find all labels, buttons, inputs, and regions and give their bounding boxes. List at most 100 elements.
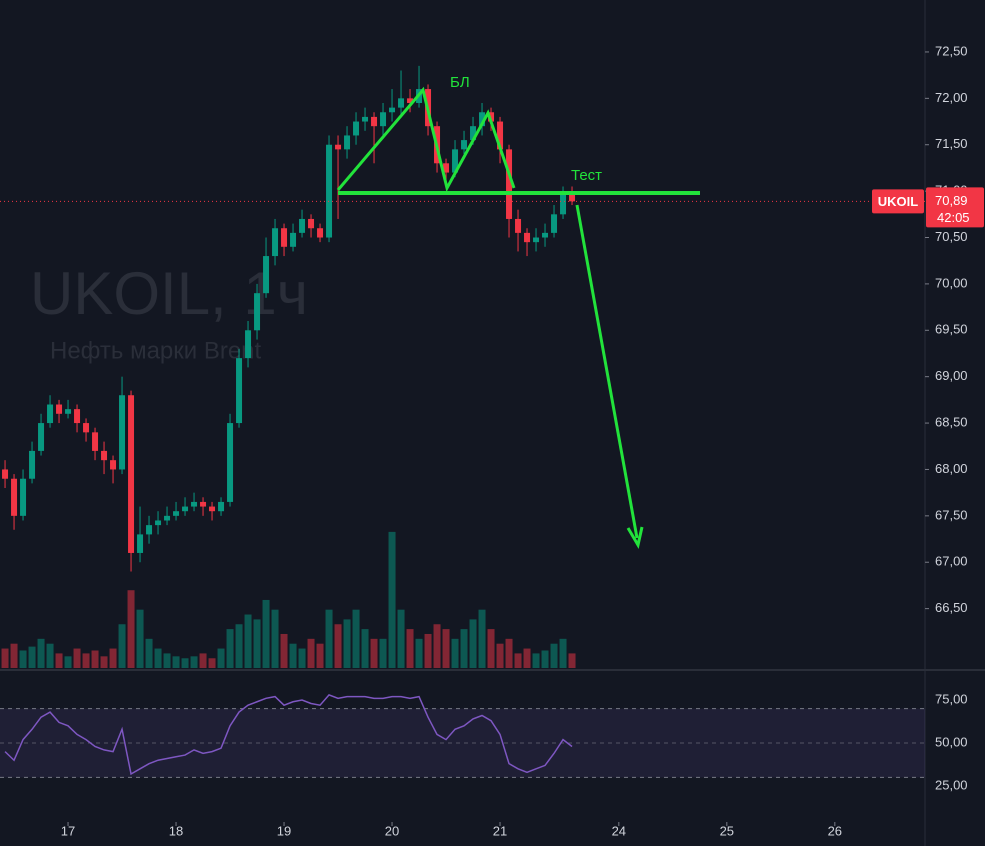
volume-bar [55,653,63,668]
candle-body [569,191,576,202]
last-price-label: 70,89 [935,193,968,208]
candle-body [38,423,45,451]
candle-body [524,232,531,243]
candle-body [533,237,540,243]
volume-bar [460,629,468,668]
candle-body [290,232,297,247]
volume-bar [28,646,36,668]
candle-body [389,107,396,113]
volume-layer [1,531,576,668]
candle-body [398,98,405,108]
x-tick-label: 17 [61,823,75,838]
volume-bar [451,638,459,668]
symbol-label: UKOIL [878,194,919,209]
volume-bar [442,629,450,668]
arrow-head [626,526,644,550]
volume-bar [487,629,495,668]
arrow [575,204,639,539]
y-tick-label: 68,00 [935,461,968,476]
x-tick-label: 21 [493,823,507,838]
volume-bar [253,619,261,668]
y-tick-label: 67,50 [935,507,968,522]
volume-bar [136,609,144,668]
volume-bar [523,648,531,668]
candle-body [470,126,477,141]
candle-body [371,116,378,127]
candle-body [155,520,162,526]
volume-bar [172,656,180,668]
volume-bar [244,614,252,668]
x-tick-label: 25 [720,823,734,838]
volume-bar [235,624,243,668]
volume-bar [478,609,486,668]
candle-body [146,525,153,535]
candle-body [209,506,216,512]
timer: 42:05 [937,210,970,225]
candle-body [299,218,306,233]
volume-bar [505,638,513,668]
x-tick-label: 24 [612,823,626,838]
candle-body [20,478,27,516]
candle-body [110,460,117,470]
volume-bar [226,629,234,668]
candle-body [92,432,99,451]
x-tick-label: 19 [277,823,291,838]
y-tick-label: 67,00 [935,554,968,569]
volume-bar [181,658,189,668]
candle-body [308,218,315,229]
price-tag [926,187,984,228]
candle-body [11,478,18,516]
candle-body [173,511,180,516]
candle-body [380,112,387,127]
y-tick-label: 70,50 [935,229,968,244]
candle-body [101,450,108,461]
candle-body [200,501,207,507]
annotation: Тест [571,167,602,184]
candle-body [119,395,126,470]
drawings [336,86,700,550]
candle-body [263,256,270,294]
volume-bar [37,638,45,668]
x-tick-label: 18 [169,823,183,838]
candle-body [452,149,459,173]
candle-body [497,121,504,150]
symbol-tag [872,189,924,214]
candle-body [461,140,468,150]
candle-body [362,116,369,122]
rsi-tick-label: 50,00 [935,734,968,749]
candle-body [182,506,189,512]
volume-bar [73,648,81,668]
candle-body [560,191,567,215]
volume-bar [199,653,207,668]
candle-body [47,404,54,424]
y-tick-label: 66,50 [935,600,968,615]
volume-bar [100,656,108,668]
candle-body [137,534,144,553]
candle-body [245,330,252,359]
candle-body [542,232,549,238]
volume-bar [379,638,387,668]
volume-bar [10,643,18,668]
candle-body [407,98,414,103]
volume-bar [190,656,198,668]
candle-body [65,409,72,414]
volume-bar [559,638,567,668]
volume-bar [262,599,270,668]
volume-bar [325,609,333,668]
candle-body [29,450,36,479]
watermark-title: UKOIL, 1ч [30,260,308,327]
candle-body [443,163,450,173]
volume-bar [316,643,324,668]
candle-body [83,423,90,433]
candle-body [317,228,324,238]
rsi-line [4,693,573,776]
volume-bar [1,648,9,668]
candle-body [506,149,513,219]
rsi-tick-label: 75,00 [935,691,968,706]
volume-bar [343,619,351,668]
volume-bar [19,650,27,668]
y-tick-label: 69,50 [935,322,968,337]
x-tick-label: 20 [385,823,399,838]
